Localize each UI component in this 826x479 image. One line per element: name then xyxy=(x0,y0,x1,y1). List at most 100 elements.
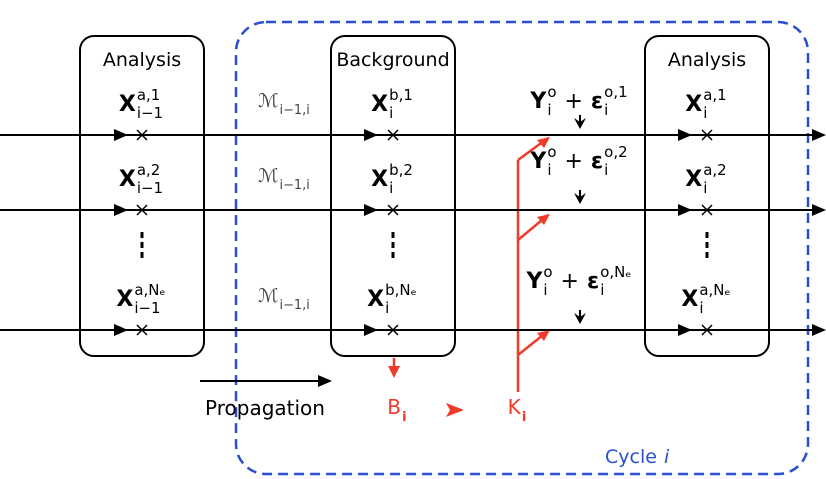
math-base: X xyxy=(371,167,388,192)
math-sub: i−1 xyxy=(137,104,163,122)
math-sub: i xyxy=(389,179,393,197)
math-sup: a,Nₑ xyxy=(699,281,730,299)
ellipsis xyxy=(140,232,709,262)
cross xyxy=(136,324,148,336)
cycle-frame xyxy=(234,20,810,476)
math-sup: a,1 xyxy=(703,86,726,104)
arrowhead xyxy=(364,129,378,141)
cross xyxy=(701,204,713,216)
analysis-box xyxy=(644,35,770,357)
arrowhead xyxy=(364,324,378,336)
math-sup: o xyxy=(543,263,552,281)
math-base: + xyxy=(564,89,582,114)
math-sub: i xyxy=(522,409,527,425)
arrowhead xyxy=(537,214,550,225)
math-sub: i xyxy=(604,101,608,119)
column-title: Analysis xyxy=(668,49,746,71)
math-sup: o xyxy=(547,83,556,101)
cross xyxy=(387,204,399,216)
math-base: X xyxy=(119,167,136,192)
math-sup: b,Nₑ xyxy=(385,281,417,299)
math-sub: i xyxy=(699,299,703,317)
background-box xyxy=(330,35,456,357)
math-sup: a,1 xyxy=(137,86,160,104)
arrowhead xyxy=(678,129,692,141)
cross xyxy=(387,324,399,336)
cross xyxy=(136,129,148,141)
math-sub: i xyxy=(703,179,707,197)
math-base: X xyxy=(367,287,384,312)
arrowhead xyxy=(574,313,586,324)
arrowhead xyxy=(114,324,128,336)
arrowhead xyxy=(446,403,464,417)
math-sup: b,2 xyxy=(389,161,413,179)
math-base: ℳ xyxy=(258,285,278,307)
math-sup: o,Nₑ xyxy=(600,263,631,281)
arrowhead xyxy=(364,204,378,216)
math-sup: a,2 xyxy=(137,161,160,179)
arrowhead xyxy=(388,366,400,378)
arrowhead xyxy=(812,324,826,336)
cross xyxy=(701,324,713,336)
math-sub: i xyxy=(600,281,604,299)
math-base: X xyxy=(685,92,702,117)
math-base: ℳ xyxy=(258,90,278,112)
math-base: Y xyxy=(525,269,543,294)
math-sup: a,2 xyxy=(703,161,726,179)
math-sub: i−1,i xyxy=(280,178,310,193)
column-title: Analysis xyxy=(103,49,181,71)
arrowhead xyxy=(812,129,826,141)
math-sub: i xyxy=(547,161,551,179)
math-sub: i xyxy=(389,104,393,122)
math-sub: i−1 xyxy=(137,179,163,197)
math-sub: i xyxy=(547,101,551,119)
math-sub: i xyxy=(703,104,707,122)
math-base: X xyxy=(685,167,702,192)
arrowhead xyxy=(537,137,550,148)
math-base: B xyxy=(387,395,401,419)
math-sub: i xyxy=(402,409,407,425)
arrowhead xyxy=(114,129,128,141)
math-base: ε xyxy=(591,149,603,174)
math-sup: o,2 xyxy=(604,143,627,161)
math-sup: o,1 xyxy=(604,83,627,101)
math-base: ε xyxy=(591,89,603,114)
math-base: X xyxy=(119,92,136,117)
cross xyxy=(701,129,713,141)
math-sub: i−1 xyxy=(134,299,160,317)
math-base: K xyxy=(508,395,522,419)
arrowhead xyxy=(114,204,128,216)
math-sub: i−1,i xyxy=(280,298,310,313)
math-sup: o xyxy=(547,143,556,161)
math-base: X xyxy=(371,92,388,117)
cross xyxy=(136,204,148,216)
math-base: + xyxy=(561,269,579,294)
arrowhead xyxy=(574,118,586,129)
column-title: Background xyxy=(336,49,449,71)
cycle-var: i xyxy=(664,446,670,468)
propagation-label: Propagation xyxy=(205,396,325,420)
math-base: Y xyxy=(529,89,547,114)
math-sub: i xyxy=(543,281,547,299)
arrowhead xyxy=(812,204,826,216)
analysis-box xyxy=(79,35,205,357)
math-base: ℳ xyxy=(258,165,278,187)
arrowhead xyxy=(318,375,332,387)
math-sub: i xyxy=(604,161,608,179)
math-sup: a,Nₑ xyxy=(134,281,165,299)
arrowhead xyxy=(537,330,550,341)
math-base: X xyxy=(681,287,698,312)
cross xyxy=(387,129,399,141)
math-base: Y xyxy=(529,149,547,174)
math-base: ε xyxy=(587,269,599,294)
math-base: X xyxy=(116,287,133,312)
arrowhead xyxy=(574,193,586,204)
math-base: + xyxy=(564,149,582,174)
math-sub: i xyxy=(385,299,389,317)
math-sup: b,1 xyxy=(389,86,413,104)
math-sub: i−1,i xyxy=(280,103,310,118)
arrowhead xyxy=(678,204,692,216)
cycle-label: Cycle xyxy=(605,446,657,468)
arrowhead xyxy=(678,324,692,336)
